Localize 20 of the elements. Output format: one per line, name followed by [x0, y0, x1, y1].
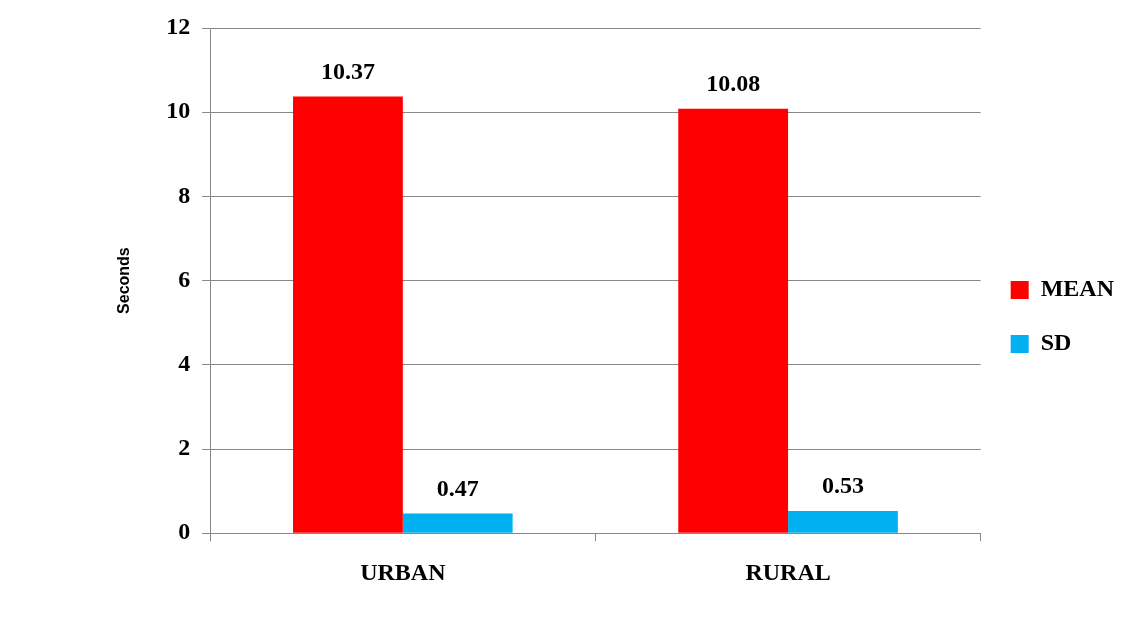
y-tick-label: 6 [178, 265, 191, 292]
bar [293, 96, 403, 533]
legend-label: MEAN [1040, 275, 1115, 302]
data-label: 0.47 [436, 474, 479, 501]
y-tick-label: 10 [166, 97, 191, 124]
y-tick-label: 0 [178, 518, 191, 545]
x-tick-label: RURAL [745, 558, 831, 585]
data-label: 0.53 [821, 472, 864, 499]
x-tick-label: URBAN [360, 558, 447, 585]
data-label: 10.37 [320, 57, 375, 84]
y-tick-label: 12 [166, 13, 191, 40]
legend-label: SD [1040, 329, 1072, 356]
y-tick-label: 2 [178, 434, 191, 461]
bar [788, 510, 898, 533]
y-axis-title: Seconds [115, 247, 133, 314]
bar [402, 513, 513, 533]
y-tick-label: 8 [178, 181, 191, 208]
bar [678, 108, 789, 533]
y-tick-label: 4 [178, 350, 191, 376]
data-label: 10.08 [706, 70, 761, 97]
